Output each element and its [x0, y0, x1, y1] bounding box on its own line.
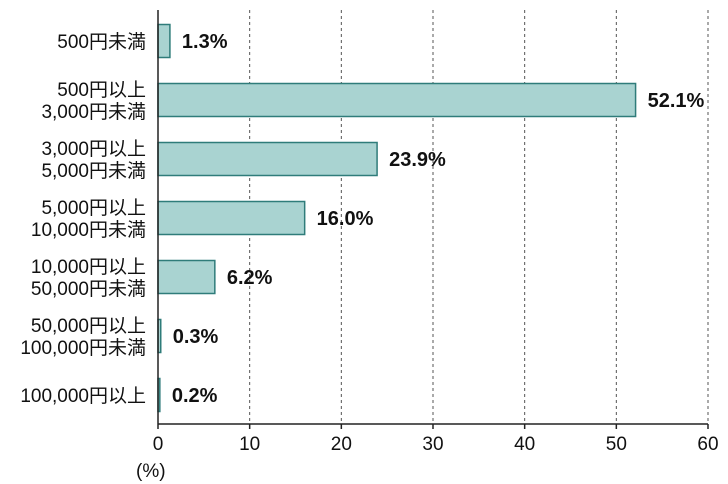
category-label: 100,000円以上 [20, 385, 146, 407]
x-tick-label: 10 [239, 434, 260, 455]
x-tick-labels: 0 10 20 30 40 50 60 [153, 434, 719, 455]
bar [157, 259, 216, 295]
category-label: 10,000円以上 [31, 256, 146, 278]
x-tick-label: 50 [606, 434, 627, 455]
category-label: 3,000円以上 [41, 138, 146, 160]
x-tick-label: 0 [153, 434, 164, 455]
category-label: 100,000円未満 [20, 337, 146, 359]
bar [157, 141, 378, 177]
category-label: 50,000円未満 [31, 278, 146, 300]
category-label: 5,000円未満 [41, 160, 146, 182]
grid-lines [249, 10, 709, 424]
category-label: 5,000円以上 [41, 197, 146, 219]
value-label: 0.3% [173, 326, 219, 348]
category-label: 50,000円以上 [31, 315, 146, 337]
value-label: 23.9% [389, 149, 446, 171]
x-tick-label: 30 [422, 434, 443, 455]
bar [157, 200, 306, 236]
category-label: 10,000円未満 [31, 219, 146, 241]
bar [157, 82, 637, 118]
x-tick-label: 60 [697, 434, 718, 455]
value-labels: 1.3% 52.1% 23.9% 16.0% 6.2% 0.3% 0.2% [172, 31, 705, 407]
category-label: 3,000円未満 [41, 101, 146, 123]
category-label: 500円未満 [57, 31, 146, 53]
value-label: 0.2% [172, 385, 218, 407]
axes [157, 10, 709, 429]
value-label: 1.3% [182, 31, 228, 53]
value-label: 6.2% [227, 267, 273, 289]
x-tick-label: 20 [331, 434, 352, 455]
x-axis-unit-label: (%) [136, 461, 166, 482]
x-tick-label: 40 [514, 434, 535, 455]
bars [157, 23, 637, 413]
value-label: 52.1% [648, 90, 705, 112]
value-label: 16.0% [317, 208, 374, 230]
category-label: 500円以上 [57, 79, 146, 101]
bar [157, 23, 171, 59]
